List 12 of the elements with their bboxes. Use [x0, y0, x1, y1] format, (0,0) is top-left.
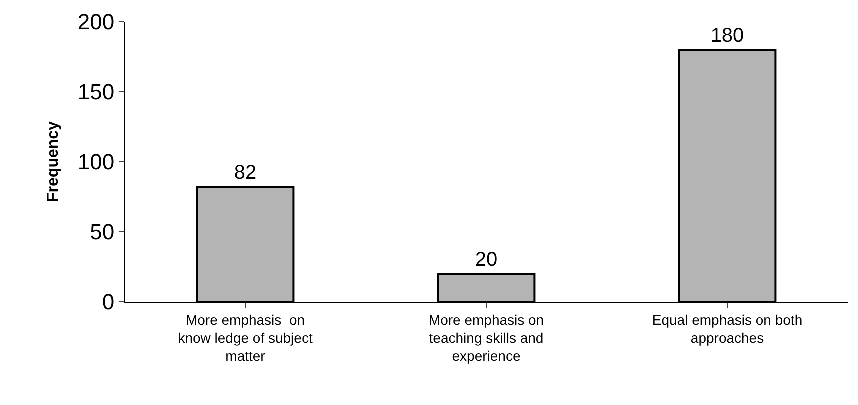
data-label: 180 [710, 25, 744, 47]
y-tick-label: 150 [78, 80, 115, 105]
x-tick-label: Equal emphasis on both approaches [652, 312, 803, 346]
y-tick-label: 50 [90, 220, 115, 245]
y-axis-title: Frequency [44, 121, 62, 202]
x-tick-label: More emphasis on teaching skills and experience [428, 312, 544, 364]
data-label: 82 [234, 162, 257, 184]
y-tick-label: 200 [78, 10, 115, 35]
data-label: 20 [475, 249, 498, 271]
y-tick-label: 0 [102, 290, 115, 315]
x-tick-label: More emphasis on know ledge of subject matter [178, 312, 313, 364]
y-tick-label: 100 [78, 150, 115, 175]
